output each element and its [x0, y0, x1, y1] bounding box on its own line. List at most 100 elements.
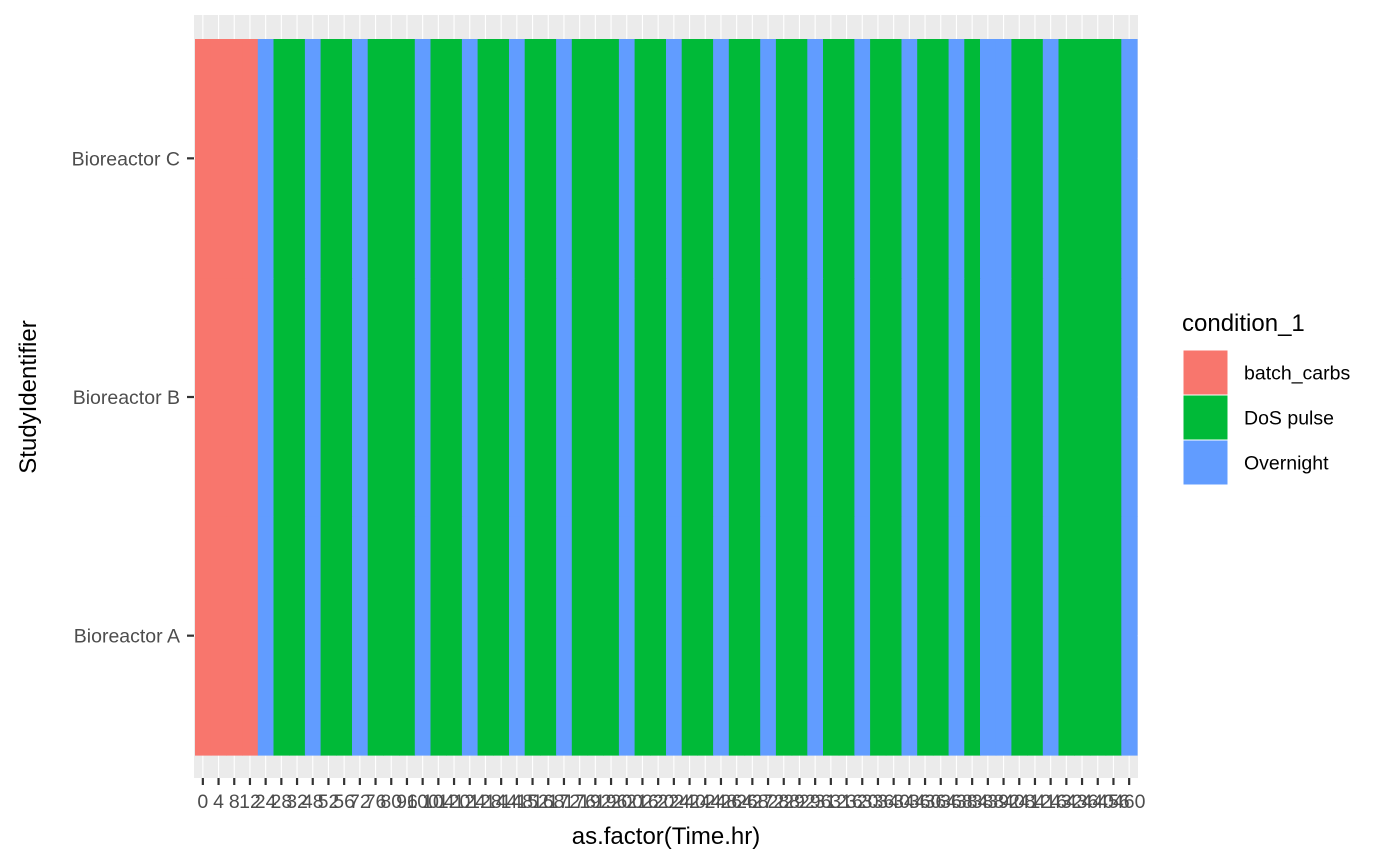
heatmap-tile	[289, 39, 306, 279]
x-tick-label: 456	[1097, 791, 1130, 813]
x-tick-label: 312	[815, 791, 848, 813]
x-tick-label: 128	[469, 791, 502, 813]
heatmap-tile	[587, 516, 604, 756]
x-tick-label: 292	[783, 791, 816, 813]
x-tick-label: 268	[736, 791, 769, 813]
heatmap-tile	[1058, 277, 1075, 517]
heatmap-tile	[681, 277, 698, 517]
heatmap-tile	[399, 516, 416, 756]
heatmap-tile	[509, 277, 526, 517]
x-tick-label: 412	[1019, 791, 1052, 813]
heatmap-tile	[618, 39, 636, 279]
x-tick-label: 216	[626, 791, 659, 813]
heatmap-tile	[352, 516, 369, 756]
heatmap-tile	[728, 277, 746, 517]
heatmap-tile	[1011, 39, 1028, 279]
heatmap-tile	[587, 277, 604, 517]
x-tick-label: 32	[286, 791, 308, 813]
x-tick-label: 76	[365, 791, 387, 813]
heatmap-tile	[571, 39, 589, 279]
heatmap-tile	[870, 39, 887, 279]
heatmap-tile	[760, 516, 777, 756]
heatmap-tile	[242, 39, 259, 279]
heatmap-tile	[540, 39, 557, 279]
heatmap-tile	[713, 277, 730, 517]
heatmap-tile	[477, 39, 494, 279]
x-tick-label: 288	[767, 791, 800, 813]
y-axis: Bioreactor A Bioreactor B Bioreactor C	[72, 148, 194, 648]
heatmap-tile	[195, 277, 212, 517]
heatmap-tile	[493, 516, 510, 756]
heatmap-tile	[666, 39, 683, 279]
heatmap-tile	[697, 277, 714, 517]
x-tick-label: 56	[333, 791, 355, 813]
heatmap-tile	[807, 516, 824, 756]
heatmap-tile	[336, 39, 353, 279]
x-tick-label: 224	[658, 791, 691, 813]
heatmap-tile	[603, 516, 620, 756]
heatmap-tile	[650, 277, 667, 517]
y-tick-label: Bioreactor A	[74, 626, 180, 648]
heatmap-tile	[932, 39, 950, 279]
heatmap-tile	[352, 39, 369, 279]
heatmap-tile	[587, 39, 604, 279]
heatmap-tile	[885, 516, 903, 756]
heatmap-tile	[634, 39, 651, 279]
x-tick-label: 264	[720, 791, 753, 813]
heatmap-tile	[273, 516, 290, 756]
heatmap-tile	[414, 516, 432, 756]
heatmap-tile	[1089, 516, 1107, 756]
x-tick-label: 12	[239, 791, 261, 813]
heatmap-tile	[1058, 39, 1075, 279]
x-tick-label: 340	[877, 791, 910, 813]
x-tick-label: 152	[516, 791, 549, 813]
heatmap-tile	[414, 39, 432, 279]
x-axis: 0 4 8 1224283248525672768096100104120124128…	[197, 778, 1146, 813]
x-tick-label: 244	[689, 791, 722, 813]
heatmap-tile	[995, 516, 1012, 756]
heatmap-tile	[838, 39, 855, 279]
legend: condition_1 batch_carbs DoS pulse Overnigh…	[1182, 310, 1350, 486]
heatmap-tile	[367, 39, 384, 279]
heatmap-tile	[571, 277, 589, 517]
x-tick-label: 24	[255, 791, 277, 813]
x-axis-title: as.factor(Time.hr)	[572, 823, 760, 850]
heatmap-tile	[1027, 39, 1044, 279]
x-tick-label: 364	[924, 791, 957, 813]
heatmap-tile	[304, 516, 322, 756]
x-tick-label: 72	[349, 791, 371, 813]
heatmap-tile	[477, 277, 494, 517]
legend-label: DoS pulse	[1244, 408, 1334, 430]
x-tick-label: 220	[642, 791, 675, 813]
heatmap-tile	[289, 516, 306, 756]
heatmap-tile	[870, 277, 887, 517]
heatmap-tile	[980, 277, 997, 517]
heatmap-tile	[744, 39, 761, 279]
heatmap-tile	[556, 39, 573, 279]
heatmap-tile	[744, 516, 761, 756]
heatmap-tile	[823, 39, 840, 279]
heatmap-tile	[948, 277, 965, 517]
heatmap-tile	[1042, 39, 1060, 279]
x-tick-label: 52	[318, 791, 340, 813]
heatmap-tile	[760, 277, 777, 517]
heatmap-tile	[273, 39, 290, 279]
heatmap-tile	[681, 39, 698, 279]
heatmap-tile	[1121, 39, 1138, 279]
legend-key	[1182, 394, 1229, 441]
heatmap-tile	[367, 516, 384, 756]
x-tick-label: 316	[830, 791, 863, 813]
heatmap-tile	[430, 277, 447, 517]
x-tick-label: 360	[909, 791, 942, 813]
heatmap-tile	[1105, 39, 1122, 279]
heatmap-tile	[524, 277, 541, 517]
heatmap-tile	[697, 39, 714, 279]
legend-key	[1182, 349, 1229, 396]
heatmap-tile	[461, 516, 479, 756]
heatmap-tile	[901, 516, 918, 756]
x-tick-label: 460	[1113, 791, 1146, 813]
heatmap-tile	[854, 39, 871, 279]
heatmap-tile	[336, 516, 353, 756]
heatmap-tile	[885, 277, 903, 517]
heatmap-tile	[634, 277, 651, 517]
